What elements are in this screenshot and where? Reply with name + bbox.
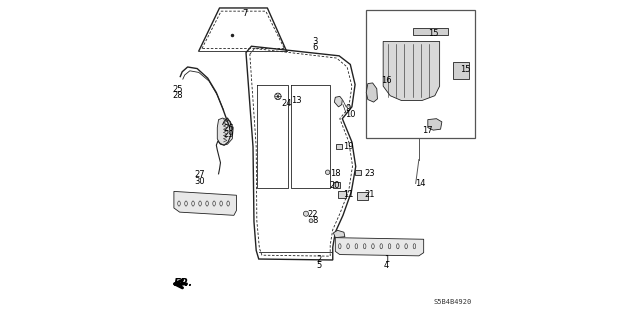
Text: 6: 6 [312, 43, 317, 52]
Circle shape [309, 219, 313, 223]
Text: 24: 24 [282, 99, 292, 108]
Text: 15: 15 [460, 65, 471, 74]
Bar [366, 10, 475, 138]
Polygon shape [218, 118, 233, 145]
Text: 8: 8 [312, 216, 317, 225]
Text: 9: 9 [346, 104, 351, 113]
Text: 29: 29 [223, 130, 234, 139]
Text: 20: 20 [330, 181, 340, 190]
Text: 7: 7 [242, 9, 247, 18]
Polygon shape [333, 230, 345, 238]
Text: 15: 15 [428, 29, 439, 38]
Polygon shape [428, 119, 442, 130]
Polygon shape [383, 41, 440, 100]
Text: 23: 23 [365, 169, 375, 178]
Bar [337, 191, 346, 198]
Text: 13: 13 [291, 96, 302, 105]
Circle shape [325, 170, 330, 174]
Text: 16: 16 [381, 76, 392, 85]
Bar [453, 62, 468, 79]
Text: 25: 25 [173, 85, 183, 94]
Polygon shape [174, 191, 236, 215]
Polygon shape [334, 96, 342, 107]
Text: 19: 19 [343, 142, 353, 151]
Text: 30: 30 [195, 177, 205, 186]
Text: 17: 17 [422, 126, 433, 135]
Bar [356, 192, 368, 200]
Text: 27: 27 [195, 170, 205, 179]
Text: 18: 18 [330, 169, 340, 178]
Text: FR.: FR. [174, 278, 193, 288]
Text: 2: 2 [317, 255, 322, 263]
Text: 1: 1 [384, 255, 389, 263]
Polygon shape [335, 238, 424, 256]
Circle shape [303, 211, 308, 216]
Text: S5B4B4920: S5B4B4920 [433, 299, 472, 305]
Text: 28: 28 [173, 91, 183, 100]
Text: 21: 21 [364, 190, 374, 199]
Text: 22: 22 [307, 210, 317, 219]
Bar [413, 28, 447, 35]
Text: 4: 4 [384, 261, 389, 270]
Bar [355, 170, 361, 175]
Text: 14: 14 [415, 179, 426, 188]
Text: 11: 11 [343, 190, 353, 199]
Bar [333, 182, 340, 188]
Text: 10: 10 [346, 110, 356, 119]
Bar [335, 144, 342, 149]
Text: 5: 5 [317, 261, 322, 270]
Text: 26: 26 [223, 124, 234, 133]
Text: 3: 3 [312, 37, 317, 46]
Polygon shape [366, 83, 378, 102]
